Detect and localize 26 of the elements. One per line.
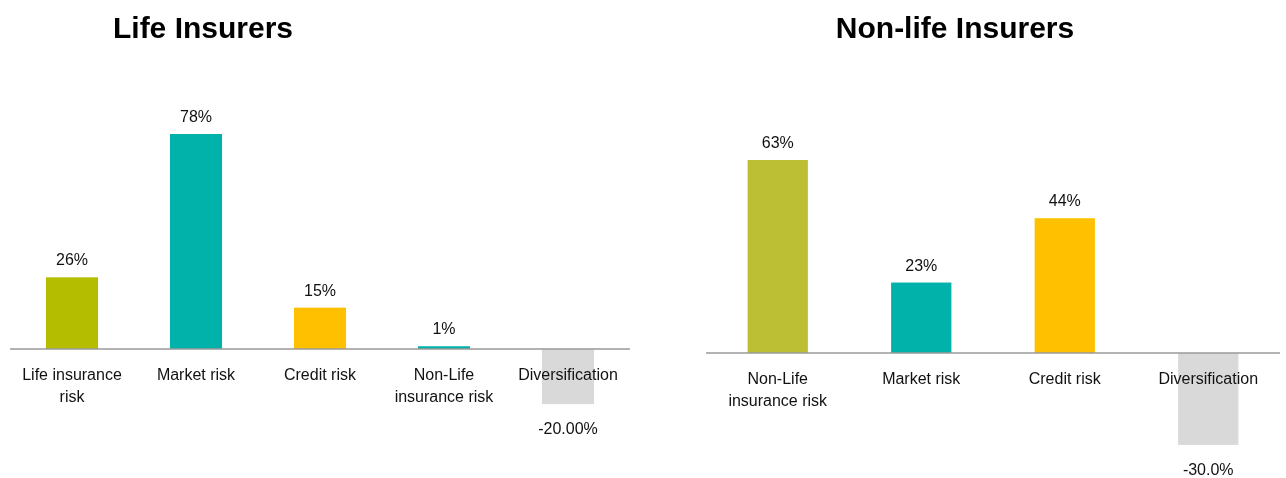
- x-tick-label: Credit risk: [1028, 370, 1102, 387]
- x-tick-label: Diversification: [518, 366, 618, 383]
- x-tick-label: Market risk: [882, 370, 962, 387]
- bar: [169, 134, 223, 349]
- chart-title: Life Insurers: [112, 11, 294, 44]
- data-label: 23%: [905, 256, 938, 274]
- x-tick-label: Life insurance risk: [22, 366, 122, 405]
- x-tick-label: Credit risk: [283, 366, 357, 383]
- chart-title: Non-life Insurers: [835, 11, 1075, 44]
- data-label: -30.0%: [1182, 460, 1234, 478]
- x-tick-label: Diversification: [1158, 370, 1259, 387]
- bar: [747, 160, 808, 353]
- data-label: 15%: [303, 281, 337, 299]
- bar: [293, 307, 347, 349]
- data-label: 44%: [1048, 192, 1081, 210]
- x-tick-label: Non-Life insurance risk: [394, 366, 495, 405]
- bar: [891, 282, 952, 353]
- data-label: 26%: [55, 251, 89, 269]
- bar: [1034, 218, 1095, 353]
- x-tick-label: Market risk: [156, 366, 237, 383]
- x-tick-label: Non-Life insurance risk: [728, 370, 829, 409]
- data-label: 1%: [432, 320, 456, 338]
- data-label: -20.00%: [538, 420, 598, 438]
- data-label: 63%: [761, 134, 794, 151]
- data-label: 78%: [179, 108, 213, 125]
- bar: [45, 277, 99, 349]
